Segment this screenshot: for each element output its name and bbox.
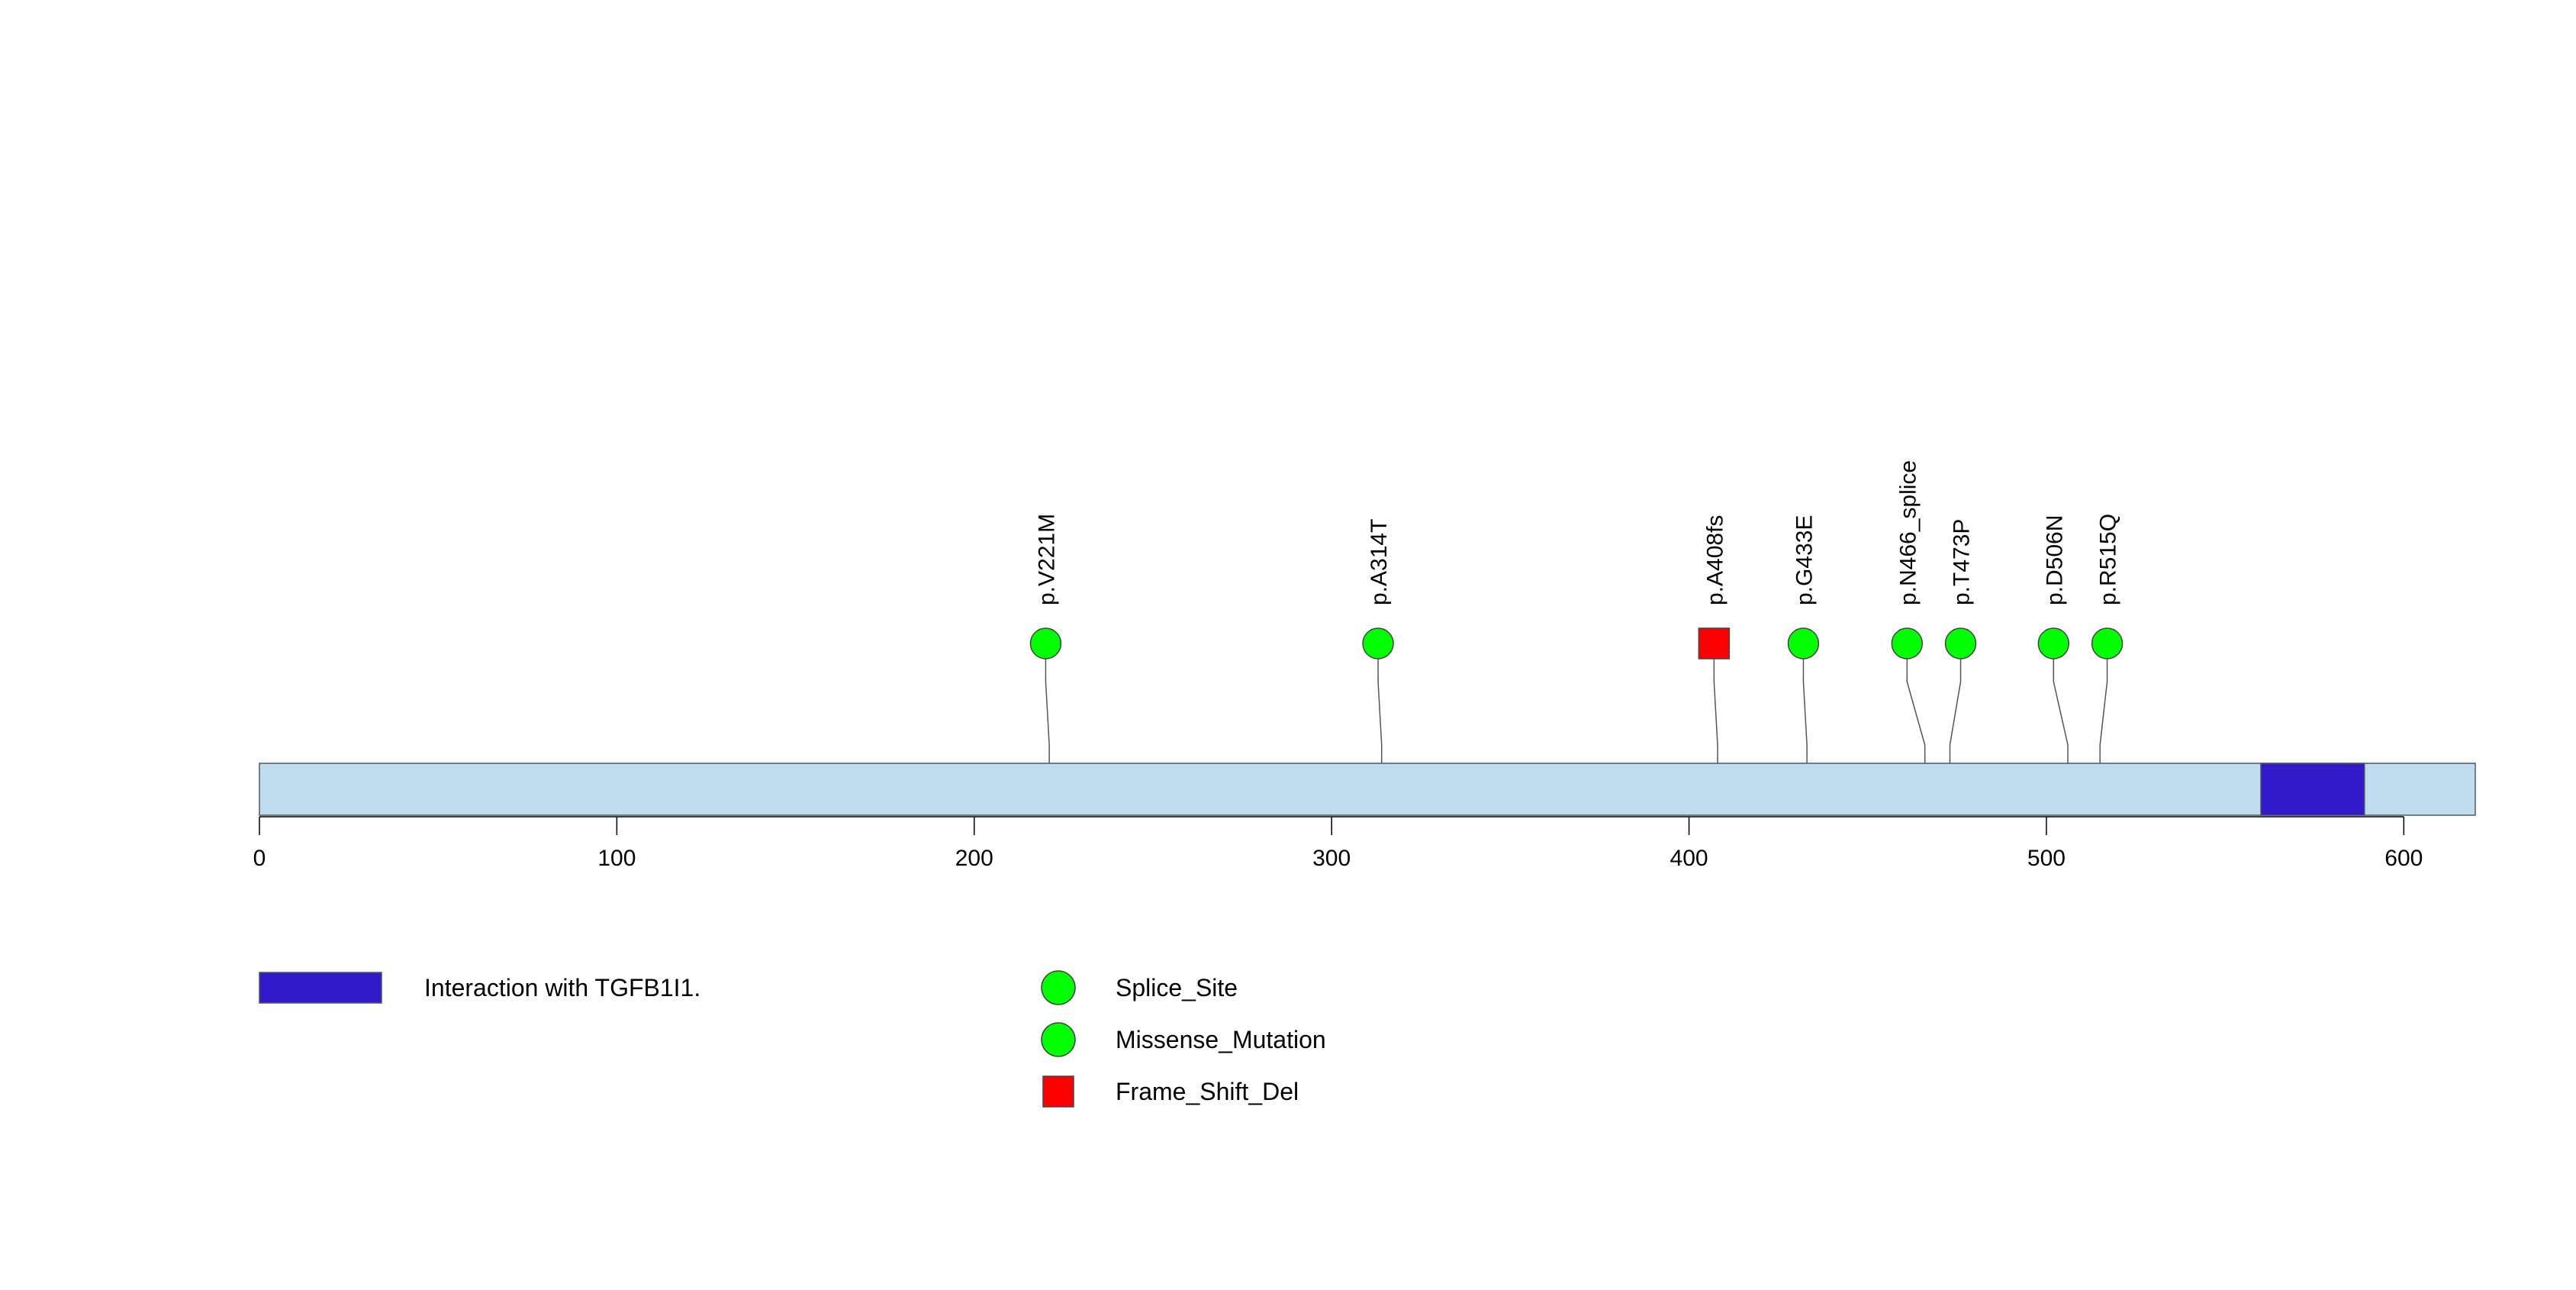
mutation-head-circle bbox=[1944, 627, 1977, 660]
legend: Interaction with TGFB1I1. Splice_Site Miss… bbox=[259, 970, 1326, 1108]
mutation-p.A314T: p.A314T bbox=[1362, 519, 1394, 763]
mutation-p.T473P: p.T473P bbox=[1944, 519, 1977, 763]
legend-type-marker-0 bbox=[1041, 970, 1076, 1005]
mutation-stem bbox=[1906, 643, 1926, 763]
mutation-stem bbox=[1949, 643, 1962, 763]
mutation-head-circle bbox=[2091, 627, 2124, 660]
mutation-label: p.R515Q bbox=[2096, 514, 2121, 605]
legend-domain-swatch-0 bbox=[259, 972, 382, 1004]
mutation-p.V221M: p.V221M bbox=[1029, 514, 1062, 763]
mutation-stem bbox=[1802, 643, 1808, 763]
mutation-label: p.G433E bbox=[1792, 515, 1817, 605]
x-axis: 0 100 200 300 400 500 600 bbox=[253, 816, 2423, 871]
legend-type-label-1: Missense_Mutation bbox=[1116, 1026, 1326, 1053]
mutation-p.N466_splice: p.N466_splice bbox=[1891, 460, 1926, 763]
mutation-head-square bbox=[1698, 627, 1731, 660]
protein-backbone bbox=[259, 763, 2476, 816]
x-tick-label-0: 0 bbox=[253, 846, 266, 871]
mutation-stem bbox=[1045, 643, 1050, 763]
mutation-p.R515Q: p.R515Q bbox=[2091, 514, 2124, 763]
mutation-label: p.A408fs bbox=[1702, 515, 1728, 605]
mutation-markers: p.V221M p.A314T p.A408fs p.G433E p.N466_spli… bbox=[1029, 460, 2124, 763]
mutation-p.D506N: p.D506N bbox=[2037, 515, 2070, 763]
x-tick-label-400: 400 bbox=[1670, 846, 1708, 871]
mutation-label: p.A314T bbox=[1367, 519, 1392, 605]
mutation-label: p.V221M bbox=[1034, 514, 1059, 605]
mutation-label: p.D506N bbox=[2042, 515, 2067, 605]
mutation-stem bbox=[1713, 643, 1718, 763]
x-tick-label-300: 300 bbox=[1312, 846, 1351, 871]
legend-type-marker-1 bbox=[1041, 1022, 1076, 1057]
protein-backbone-layer bbox=[259, 763, 2476, 816]
legend-type-marker-2 bbox=[1042, 1076, 1074, 1108]
x-tick-label-600: 600 bbox=[2384, 846, 2423, 871]
mutation-stem bbox=[2099, 643, 2108, 763]
mutation-head-circle bbox=[1787, 627, 1820, 660]
legend-domain-label-0: Interaction with TGFB1I1. bbox=[424, 974, 700, 1001]
mutation-p.A408fs: p.A408fs bbox=[1698, 515, 1731, 763]
x-tick-label-500: 500 bbox=[2027, 846, 2066, 871]
mutation-head-circle bbox=[1891, 627, 1924, 660]
domain-block-0 bbox=[2260, 763, 2365, 816]
mutation-head-circle bbox=[1362, 627, 1394, 660]
mutation-head-circle bbox=[1029, 627, 1062, 660]
mutation-stem bbox=[2053, 643, 2069, 763]
x-tick-label-100: 100 bbox=[597, 846, 636, 871]
mutation-label: p.T473P bbox=[1950, 519, 1975, 605]
mutation-label: p.N466_splice bbox=[1895, 460, 1921, 605]
legend-type-label-0: Splice_Site bbox=[1116, 974, 1238, 1001]
mutation-p.G433E: p.G433E bbox=[1787, 515, 1820, 763]
legend-type-label-2: Frame_Shift_Del bbox=[1116, 1078, 1299, 1105]
mutation-stem bbox=[1377, 643, 1383, 763]
mutation-head-circle bbox=[2037, 627, 2070, 660]
x-tick-label-200: 200 bbox=[955, 846, 993, 871]
